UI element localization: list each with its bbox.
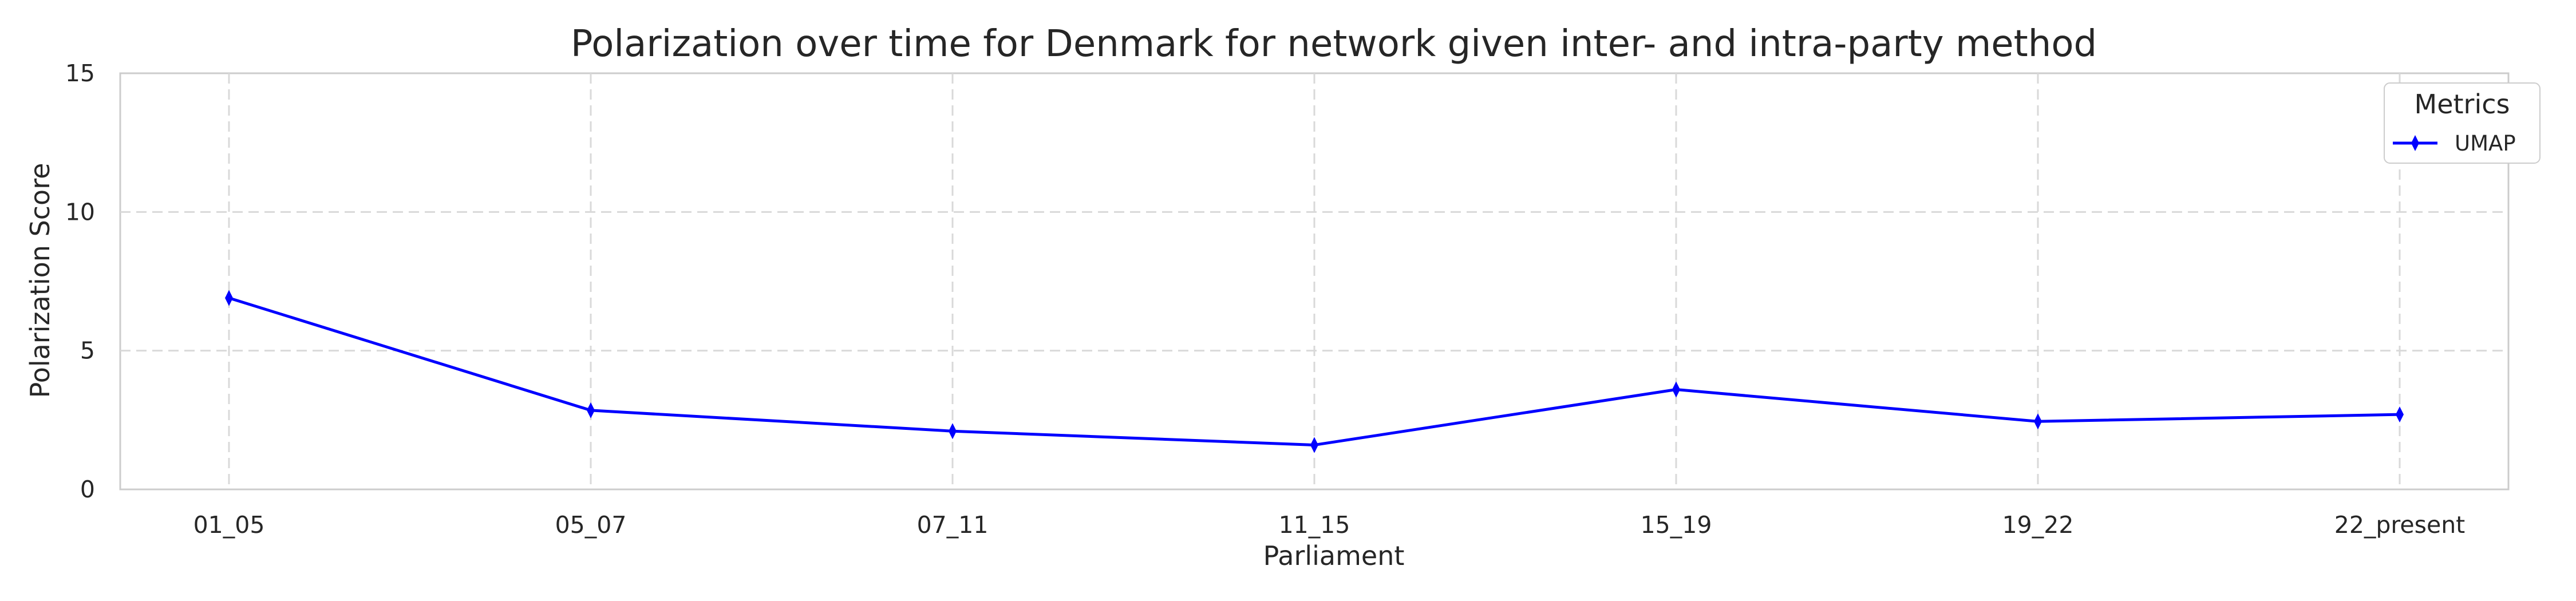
x-tick-label: 11_15 xyxy=(1279,511,1350,539)
y-tick-label: 5 xyxy=(80,337,95,365)
data-point xyxy=(587,402,595,418)
x-tick-label: 07_11 xyxy=(917,511,989,539)
data-point xyxy=(225,290,233,306)
x-tick-label: 22_present xyxy=(2334,511,2466,539)
data-point xyxy=(2396,406,2404,423)
data-point xyxy=(2034,413,2042,430)
legend: Metrics UMAP xyxy=(2384,82,2541,164)
y-tick-label: 0 xyxy=(80,476,95,503)
legend-marker-swatch xyxy=(2411,135,2419,151)
y-tick-label: 15 xyxy=(65,60,95,87)
legend-series-label: UMAP xyxy=(2455,131,2516,156)
x-tick-label: 01_05 xyxy=(193,511,265,539)
y-axis-label: Polarization Score xyxy=(25,163,56,398)
data-point xyxy=(949,423,957,440)
chart-title: Polarization over time for Denmark for n… xyxy=(571,23,2097,65)
data-point xyxy=(1672,381,1680,398)
plot-area: 0 5 10 15 01_05 05_07 07_11 11_15 15_19 19_22 22_p… xyxy=(65,60,2510,539)
x-tick-label: 19_22 xyxy=(2002,511,2074,539)
x-axis-label: Parliament xyxy=(1263,540,1405,571)
legend-title: Metrics xyxy=(2415,89,2510,120)
data-point xyxy=(1310,437,1318,453)
x-tick-label: 15_19 xyxy=(1641,511,1712,539)
y-tick-label: 10 xyxy=(65,198,95,226)
x-tick-label: 05_07 xyxy=(555,511,627,539)
